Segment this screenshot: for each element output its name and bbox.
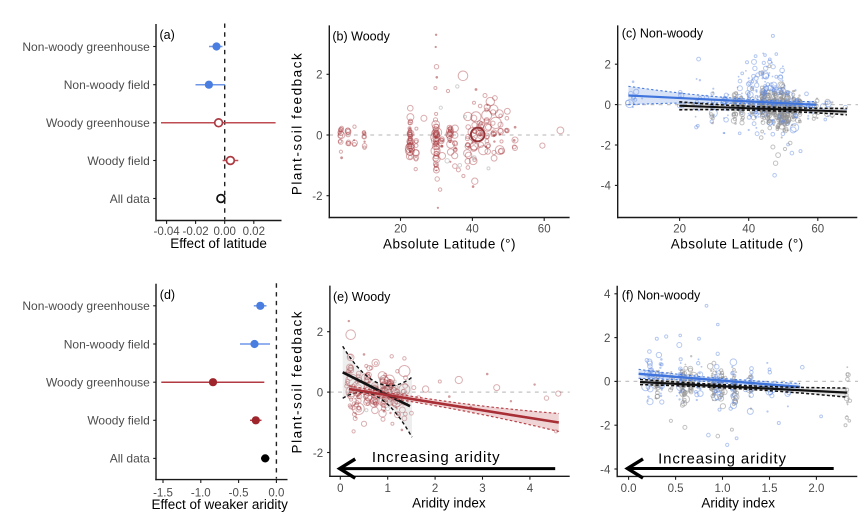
svg-text:-0.02: -0.02 [182,226,208,238]
svg-text:1.0: 1.0 [715,483,731,495]
svg-text:1.5: 1.5 [762,483,778,495]
svg-text:4: 4 [604,289,611,301]
svg-text:(c) Non-woody: (c) Non-woody [622,27,704,41]
svg-text:(b) Woody: (b) Woody [332,30,390,44]
svg-text:Non-woody greenhouse: Non-woody greenhouse [22,40,150,54]
svg-text:2: 2 [316,70,322,82]
svg-text:(e) Woody: (e) Woody [333,290,391,304]
svg-text:-2: -2 [600,421,610,433]
svg-text:Non-woody field: Non-woody field [64,78,150,92]
svg-text:0.00: 0.00 [214,226,236,238]
svg-text:-0.04: -0.04 [153,226,180,238]
svg-text:Aridity index: Aridity index [701,495,775,510]
svg-text:40: 40 [466,224,479,236]
svg-text:Effect of latitude: Effect of latitude [170,236,267,251]
svg-text:Absolute Latitude (°): Absolute Latitude (°) [383,237,516,252]
svg-text:-1.5: -1.5 [153,487,173,499]
svg-text:1: 1 [384,483,390,495]
svg-text:Aridity index: Aridity index [412,495,486,510]
svg-text:4: 4 [527,483,534,495]
svg-text:2: 2 [604,333,610,345]
svg-text:Effect of weaker aridity: Effect of weaker aridity [152,497,289,512]
svg-text:All data: All data [110,452,150,466]
svg-text:All data: All data [110,192,150,206]
svg-text:Woody field: Woody field [87,414,149,428]
svg-text:Increasing aridity: Increasing aridity [658,450,787,467]
svg-text:2.0: 2.0 [808,483,824,495]
svg-text:2: 2 [317,327,323,339]
svg-text:0: 0 [604,377,610,389]
svg-text:20: 20 [394,224,407,236]
svg-text:Increasing aridity: Increasing aridity [372,449,501,466]
svg-text:0.5: 0.5 [668,483,684,495]
svg-text:0: 0 [317,387,323,399]
svg-text:Absolute Latitude (°): Absolute Latitude (°) [671,237,804,252]
svg-text:Plant-soil feedback: Plant-soil feedback [289,310,304,454]
svg-text:Non-woody greenhouse: Non-woody greenhouse [22,299,150,313]
svg-text:0: 0 [316,130,322,142]
svg-text:2: 2 [604,60,610,72]
svg-text:0: 0 [604,100,610,112]
svg-text:2: 2 [432,483,438,495]
svg-text:Woody greenhouse: Woody greenhouse [46,116,150,130]
svg-text:-2: -2 [601,140,611,152]
svg-text:0.0: 0.0 [268,487,284,499]
svg-text:0: 0 [337,483,343,495]
svg-text:-2: -2 [313,448,323,460]
svg-text:Plant-soil feedback: Plant-soil feedback [289,52,304,196]
svg-text:-0.5: -0.5 [229,487,249,499]
svg-text:Non-woody field: Non-woody field [64,337,150,351]
svg-text:-1.0: -1.0 [191,487,211,499]
svg-text:20: 20 [673,224,686,236]
svg-text:-4: -4 [601,181,612,193]
svg-text:(f) Non-woody: (f) Non-woody [622,289,701,303]
svg-text:3: 3 [479,483,485,495]
svg-text:(a): (a) [160,28,175,42]
svg-text:(d): (d) [160,288,175,302]
svg-text:Woody field: Woody field [87,154,149,168]
svg-text:60: 60 [811,224,824,236]
svg-text:-2: -2 [312,191,322,203]
svg-text:Woody greenhouse: Woody greenhouse [46,376,150,390]
svg-text:-4: -4 [600,464,611,476]
svg-text:40: 40 [742,224,755,236]
svg-text:60: 60 [538,224,551,236]
svg-text:0.02: 0.02 [243,226,265,238]
svg-text:0.0: 0.0 [621,483,637,495]
